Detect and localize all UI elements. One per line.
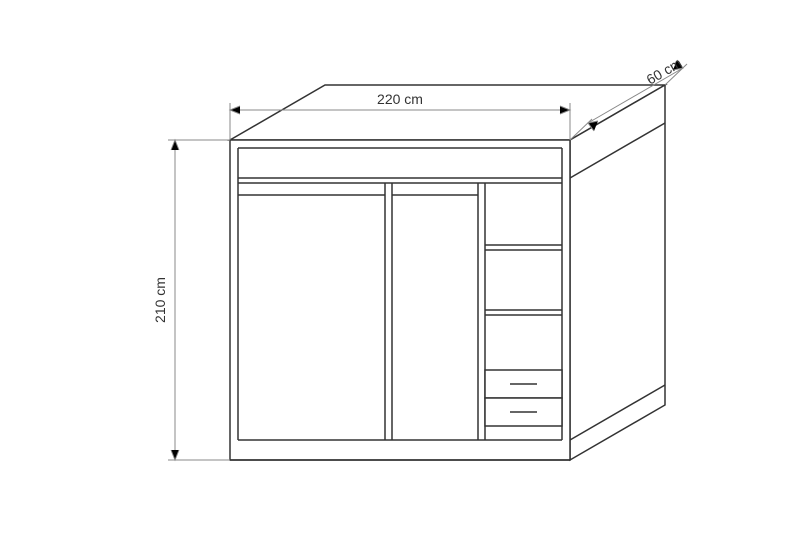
side-face xyxy=(570,85,665,460)
dim-width-label: 220 cm xyxy=(377,91,423,107)
dim-height-label: 210 cm xyxy=(152,277,168,323)
wardrobe-diagram: 210 cm 220 cm 60 cm xyxy=(0,0,800,533)
dim-depth-label: 60 cm xyxy=(644,55,685,88)
dim-height: 210 cm xyxy=(152,140,230,460)
